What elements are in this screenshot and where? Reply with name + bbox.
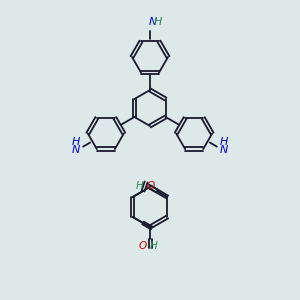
- Text: H: H: [136, 181, 144, 191]
- Text: H: H: [220, 136, 228, 147]
- Text: O: O: [139, 241, 147, 251]
- Text: H: H: [72, 136, 80, 147]
- Text: H: H: [154, 17, 162, 27]
- Text: N: N: [220, 145, 228, 154]
- Text: O: O: [147, 181, 155, 191]
- Text: N: N: [72, 145, 80, 154]
- Text: N: N: [149, 17, 157, 27]
- Text: H: H: [150, 241, 158, 251]
